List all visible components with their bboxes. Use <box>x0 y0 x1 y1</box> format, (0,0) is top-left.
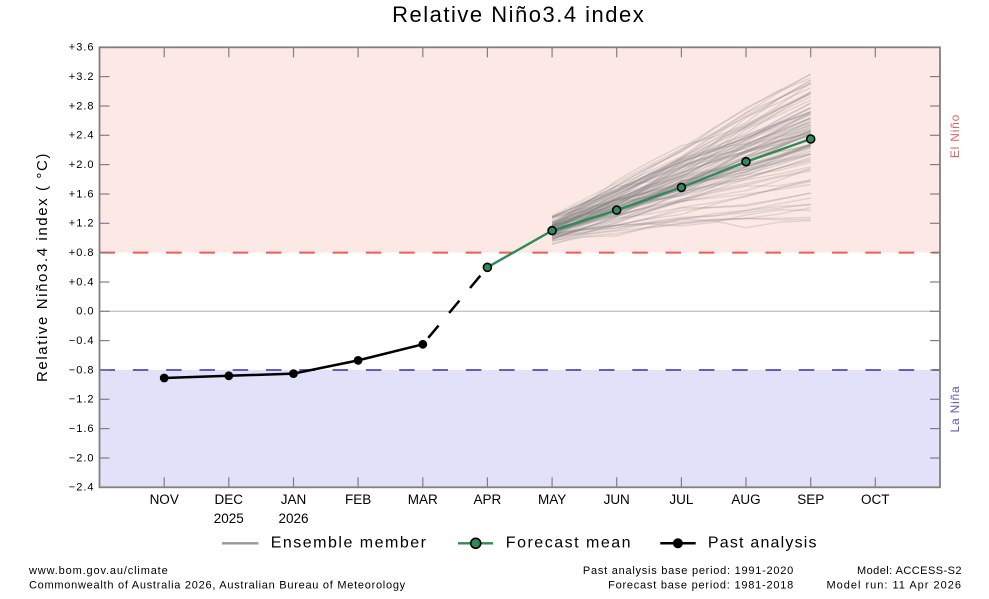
svg-text:+3.6: +3.6 <box>69 42 95 54</box>
svg-text:+2.8: +2.8 <box>69 100 95 112</box>
svg-text:Past analysis: Past analysis <box>708 534 818 551</box>
svg-text:AUG: AUG <box>731 492 760 507</box>
svg-text:−0.4: −0.4 <box>69 335 95 347</box>
svg-text:−1.2: −1.2 <box>69 394 95 406</box>
svg-text:Relative Niño3.4 index: Relative Niño3.4 index <box>392 2 645 27</box>
svg-text:−1.6: −1.6 <box>69 423 95 435</box>
svg-text:JUL: JUL <box>669 492 693 507</box>
svg-text:+1.6: +1.6 <box>69 188 95 200</box>
svg-text:+2.0: +2.0 <box>69 159 95 171</box>
svg-text:+1.2: +1.2 <box>69 218 95 230</box>
svg-text:SEP: SEP <box>797 492 824 507</box>
svg-text:+3.2: +3.2 <box>69 71 95 83</box>
svg-text:−2.4: −2.4 <box>69 482 95 494</box>
svg-text:JAN: JAN <box>281 492 307 507</box>
svg-text:+0.4: +0.4 <box>69 276 95 288</box>
svg-text:DEC: DEC <box>215 492 244 507</box>
svg-text:MAR: MAR <box>408 492 438 507</box>
svg-text:2025: 2025 <box>214 511 244 526</box>
svg-text:Relative Niño3.4 index ( °C): Relative Niño3.4 index ( °C) <box>34 152 51 382</box>
svg-text:−2.0: −2.0 <box>69 452 95 464</box>
svg-text:Model run: 11 Apr 2026: Model run: 11 Apr 2026 <box>826 580 962 592</box>
svg-text:OCT: OCT <box>861 492 890 507</box>
svg-text:FEB: FEB <box>345 492 371 507</box>
svg-text:APR: APR <box>474 492 502 507</box>
svg-text:La Niña: La Niña <box>948 386 962 433</box>
svg-text:−0.8: −0.8 <box>69 364 95 376</box>
svg-text:MAY: MAY <box>538 492 566 507</box>
svg-text:Commonwealth of Australia 2026: Commonwealth of Australia 2026, Australi… <box>29 580 406 592</box>
svg-text:0.0: 0.0 <box>76 306 94 318</box>
svg-text:+0.8: +0.8 <box>69 247 95 259</box>
svg-text:Model: ACCESS-S2: Model: ACCESS-S2 <box>857 565 962 577</box>
svg-text:www.bom.gov.au/climate: www.bom.gov.au/climate <box>28 565 169 577</box>
svg-text:Past analysis base period: 199: Past analysis base period: 1991-2020 <box>583 565 794 577</box>
svg-text:+2.4: +2.4 <box>69 130 95 142</box>
svg-text:JUN: JUN <box>604 492 630 507</box>
svg-text:Forecast mean: Forecast mean <box>506 534 632 551</box>
svg-text:NOV: NOV <box>150 492 179 507</box>
svg-text:El Niño: El Niño <box>948 114 962 158</box>
svg-text:Forecast base period: 1981-201: Forecast base period: 1981-2018 <box>608 580 794 592</box>
svg-text:Ensemble member: Ensemble member <box>271 534 428 551</box>
svg-text:2026: 2026 <box>278 511 308 526</box>
